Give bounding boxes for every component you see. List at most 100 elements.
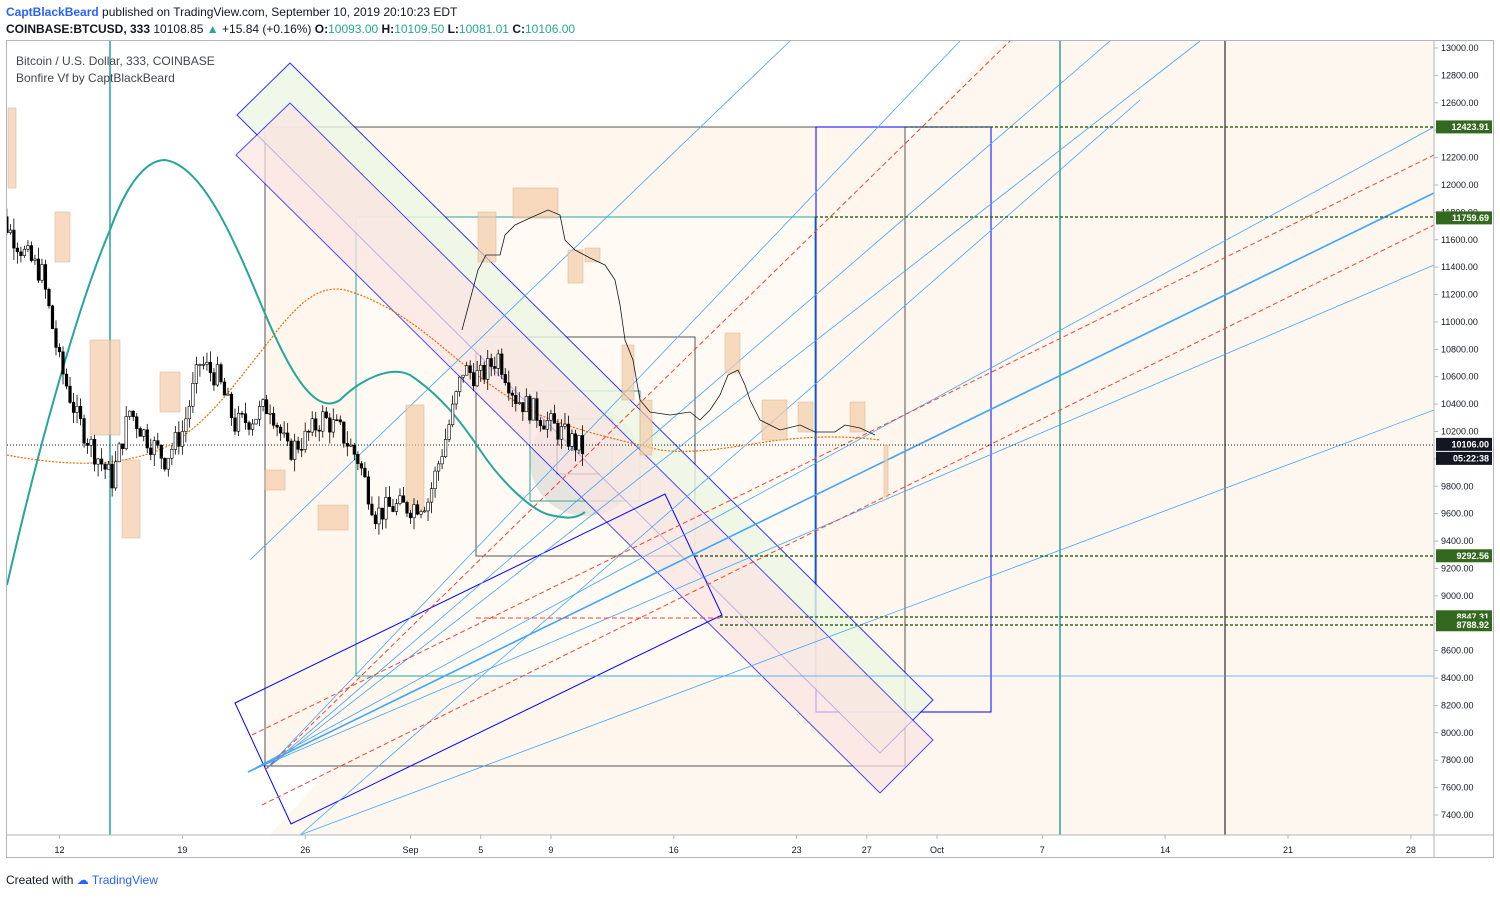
- candle-body: [54, 328, 58, 348]
- candle-body: [33, 258, 37, 261]
- bonfire-step-line: [461, 209, 876, 436]
- candle-body: [240, 412, 244, 415]
- candle-body: [521, 402, 525, 413]
- candlesticks: [7, 208, 585, 535]
- candle-body: [12, 229, 16, 249]
- candle-body: [472, 372, 476, 387]
- x-tick-label: 19: [177, 845, 187, 855]
- candle-body: [535, 398, 539, 421]
- candle-body: [15, 247, 19, 253]
- candle-body: [40, 264, 44, 281]
- close-label: C:: [512, 22, 525, 36]
- candle-body: [573, 433, 578, 451]
- candle-body: [458, 376, 462, 392]
- candle-body: [419, 511, 423, 515]
- candle-body: [180, 431, 184, 447]
- y-tick-label: 9400.00: [1441, 536, 1474, 546]
- candle-body: [261, 399, 265, 407]
- y-tick-label: 12000.00: [1441, 180, 1479, 190]
- candle-body: [250, 423, 255, 430]
- candle-body: [145, 429, 149, 449]
- candle-body: [412, 504, 416, 519]
- candle-body: [377, 507, 381, 525]
- publish-text: published on TradingView.com, September …: [102, 5, 458, 19]
- candle-body: [124, 416, 128, 449]
- open-value: 10093.00: [328, 22, 379, 36]
- candle-body: [194, 364, 198, 384]
- level-tag-bg: [1436, 618, 1492, 632]
- candle-body: [366, 476, 370, 505]
- x-tick-label: 16: [669, 845, 679, 855]
- candle-body: [300, 449, 304, 451]
- candle-body: [170, 449, 174, 459]
- x-tick-label: Sep: [402, 845, 418, 855]
- candle-body: [429, 488, 434, 503]
- candle-body: [507, 382, 511, 394]
- candle-body: [528, 396, 532, 421]
- candle-body: [310, 418, 314, 433]
- candle-body: [135, 416, 139, 429]
- x-tick-label: 23: [792, 845, 802, 855]
- candle-body: [303, 430, 307, 450]
- level-tag-bg: [1436, 549, 1492, 563]
- candle-body: [222, 381, 227, 396]
- y-tick-label: 7400.00: [1441, 810, 1474, 820]
- high-label: H:: [381, 22, 395, 36]
- y-tick-label: 11000.00: [1441, 317, 1478, 327]
- candle-body: [405, 502, 409, 514]
- level-tag-bg: [1436, 211, 1492, 225]
- y-tick-label: 10800.00: [1441, 344, 1479, 354]
- legend-indicator[interactable]: Bonfire Vf by CaptBlackBeard: [16, 71, 175, 85]
- candle-body: [121, 443, 125, 449]
- low-value: 10081.01: [458, 22, 509, 36]
- candle-body: [208, 362, 213, 373]
- candle-body: [212, 372, 216, 386]
- candle-body: [426, 501, 430, 512]
- candle-body: [398, 495, 402, 504]
- candle-body: [187, 405, 191, 420]
- candle-body: [468, 365, 472, 373]
- y-tick-label: 9600.00: [1441, 509, 1474, 519]
- candle-body: [75, 405, 79, 413]
- author-link[interactable]: CaptBlackBeard: [6, 5, 99, 19]
- open-label: O:: [314, 22, 329, 36]
- y-tick-label: 9200.00: [1441, 563, 1474, 573]
- candle-body: [496, 353, 500, 369]
- candle-body: [440, 456, 444, 465]
- channel-ascending: [234, 493, 723, 825]
- candle-body: [163, 457, 167, 470]
- y-tick-label: 13000.00: [1441, 43, 1479, 53]
- candle-body: [517, 402, 521, 404]
- candle-body: [493, 366, 497, 369]
- candle-body: [349, 444, 353, 447]
- candle-body: [465, 365, 469, 376]
- candle-body: [373, 514, 378, 525]
- candle-body: [173, 432, 177, 450]
- tradingview-logo-icon[interactable]: ☁: [76, 873, 89, 887]
- candle-body: [436, 463, 441, 472]
- candle-body: [531, 398, 535, 421]
- candle-body: [370, 503, 374, 516]
- candle-body: [549, 413, 553, 421]
- candle-body: [191, 383, 195, 407]
- candle-body: [166, 457, 170, 470]
- candle-body: [93, 439, 97, 465]
- candle-body: [275, 425, 279, 428]
- candle-body: [514, 394, 518, 404]
- level-tag: 8847.31: [1456, 612, 1489, 622]
- candle-body: [61, 351, 65, 375]
- candle-body: [563, 423, 567, 427]
- candle-body: [159, 445, 163, 459]
- candle-body: [559, 426, 564, 440]
- candle-body: [268, 412, 272, 415]
- candle-body: [100, 458, 104, 465]
- candle-body: [128, 410, 132, 417]
- candle-body: [447, 424, 451, 440]
- x-tick-label: 21: [1283, 845, 1293, 855]
- footer-brand[interactable]: TradingView: [91, 873, 158, 887]
- y-tick-label: 10600.00: [1441, 372, 1479, 382]
- candle-body: [433, 470, 437, 489]
- candle-body: [117, 443, 121, 463]
- candle-body: [198, 364, 202, 366]
